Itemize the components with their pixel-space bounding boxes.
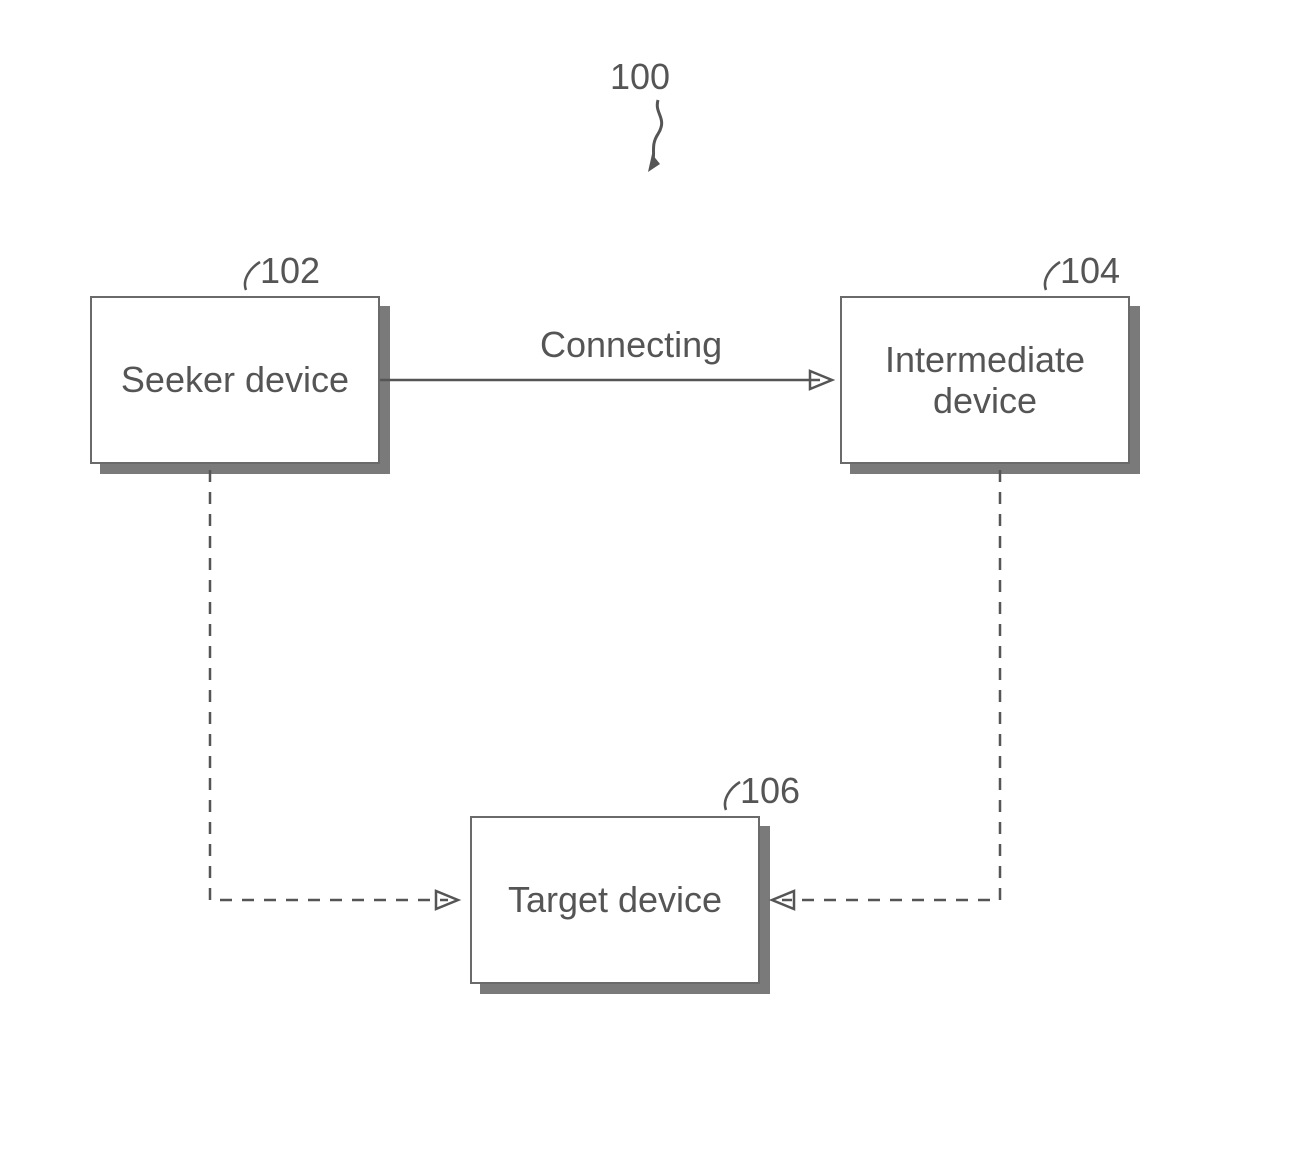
figure-ref-100: 100 <box>610 56 670 98</box>
svg-overlay <box>0 0 1315 1174</box>
seeker-label: Seeker device <box>121 359 349 400</box>
diagram-canvas: 100 Seeker device 102 Intermediate devic… <box>0 0 1315 1174</box>
target-ref-text: 106 <box>740 770 800 811</box>
seeker-box: Seeker device <box>90 296 380 464</box>
target-ref-tick <box>725 782 740 810</box>
figure-ref-squiggle <box>652 100 662 164</box>
intermediate-label-line1: Intermediate <box>885 339 1085 380</box>
intermediate-label-line2: device <box>885 380 1085 421</box>
edge-label-connecting: Connecting <box>540 324 722 366</box>
edge-intermediate-target <box>782 470 1000 900</box>
intermediate-ref-tick <box>1045 262 1060 290</box>
intermediate-ref-text: 104 <box>1060 250 1120 291</box>
intermediate-label-wrap: Intermediate device <box>885 339 1085 422</box>
figure-ref-squiggle-tip <box>648 154 660 172</box>
intermediate-box: Intermediate device <box>840 296 1130 464</box>
target-box: Target device <box>470 816 760 984</box>
edge-seeker-target-arrow <box>436 891 458 909</box>
target-ref: 106 <box>740 770 800 812</box>
edge-label-connecting-text: Connecting <box>540 324 722 365</box>
target-label: Target device <box>508 879 722 920</box>
seeker-ref-text: 102 <box>260 250 320 291</box>
seeker-ref: 102 <box>260 250 320 292</box>
edge-intermediate-target-arrow <box>772 891 794 909</box>
seeker-ref-tick <box>245 262 260 290</box>
edge-seeker-intermediate-arrow <box>810 371 832 389</box>
figure-ref-100-text: 100 <box>610 56 670 97</box>
intermediate-ref: 104 <box>1060 250 1120 292</box>
edge-seeker-target <box>210 470 448 900</box>
